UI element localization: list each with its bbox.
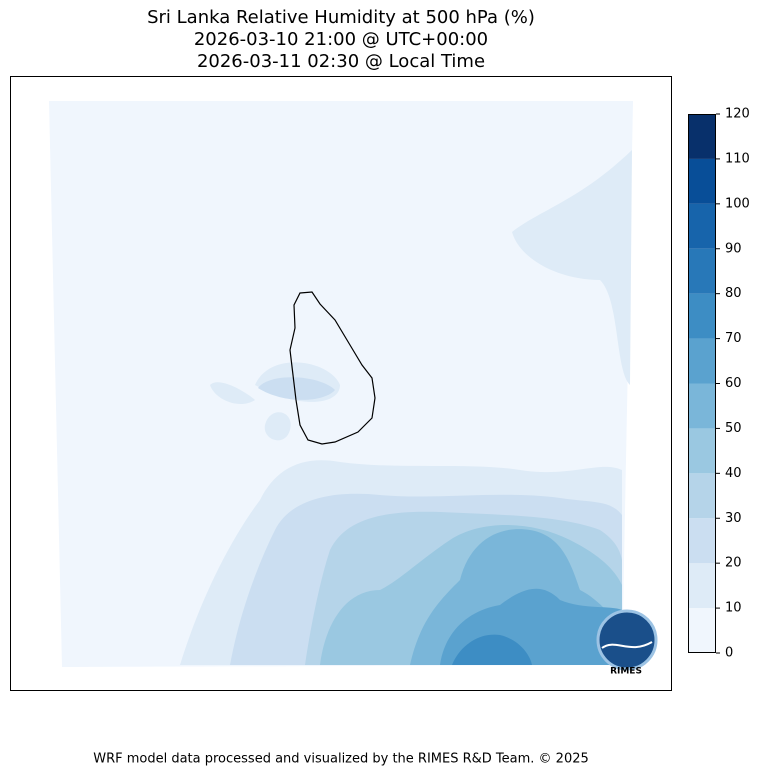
colorbar-tick-label: 90 bbox=[725, 241, 742, 256]
colorbar: 0 10 20 30 40 50 60 70 80 90 100 110 120 bbox=[688, 107, 750, 661]
colorbar-band bbox=[688, 428, 716, 474]
colorbar-tick-label: 0 bbox=[725, 646, 733, 661]
footer: WRF model data processed and visualized … bbox=[93, 752, 589, 767]
contour bbox=[512, 150, 632, 385]
colorbar-band bbox=[688, 293, 716, 339]
colorbar-band bbox=[688, 383, 716, 429]
colorbar-band bbox=[688, 248, 716, 294]
colorbar-band bbox=[688, 518, 716, 564]
colorbar-band bbox=[688, 114, 716, 159]
colorbar-tick-label: 10 bbox=[725, 601, 742, 616]
colorbar-tick-label: 100 bbox=[725, 196, 750, 211]
contour bbox=[210, 382, 255, 405]
colorbar-tick-label: 50 bbox=[725, 421, 742, 436]
colorbar-band bbox=[688, 608, 716, 653]
logo: RIMES bbox=[596, 609, 658, 677]
colorbar-band bbox=[688, 473, 716, 519]
contour bbox=[264, 412, 291, 441]
colorbar-band bbox=[688, 563, 716, 609]
logo-text: RIMES bbox=[610, 667, 642, 677]
map-frame bbox=[10, 76, 672, 691]
colorbar-tick-label: 20 bbox=[725, 556, 742, 571]
colorbar-band bbox=[688, 338, 716, 384]
colorbar-tick-label: 60 bbox=[725, 376, 742, 391]
title-line: 2026-03-11 02:30 @ Local Time bbox=[197, 51, 485, 72]
logo-emblem bbox=[596, 609, 658, 671]
colorbar-band bbox=[688, 158, 716, 204]
map-field bbox=[49, 101, 633, 667]
contour bbox=[258, 377, 335, 400]
colorbar-band bbox=[688, 203, 716, 249]
contour bbox=[452, 634, 532, 665]
title-line: Sri Lanka Relative Humidity at 500 hPa (… bbox=[147, 7, 535, 28]
colorbar-tick-label: 110 bbox=[725, 151, 750, 166]
coastline bbox=[289, 291, 376, 445]
logo-wave bbox=[601, 641, 653, 649]
title-line: 2026-03-10 21:00 @ UTC+00:00 bbox=[194, 29, 488, 50]
colorbar-tick-label: 30 bbox=[725, 511, 742, 526]
colorbar-tick-label: 80 bbox=[725, 286, 742, 301]
colorbar-frame bbox=[688, 114, 716, 653]
colorbar-tick-label: 40 bbox=[725, 466, 742, 481]
colorbar-tick-label: 70 bbox=[725, 331, 742, 346]
colorbar-tick-label: 120 bbox=[725, 107, 750, 122]
